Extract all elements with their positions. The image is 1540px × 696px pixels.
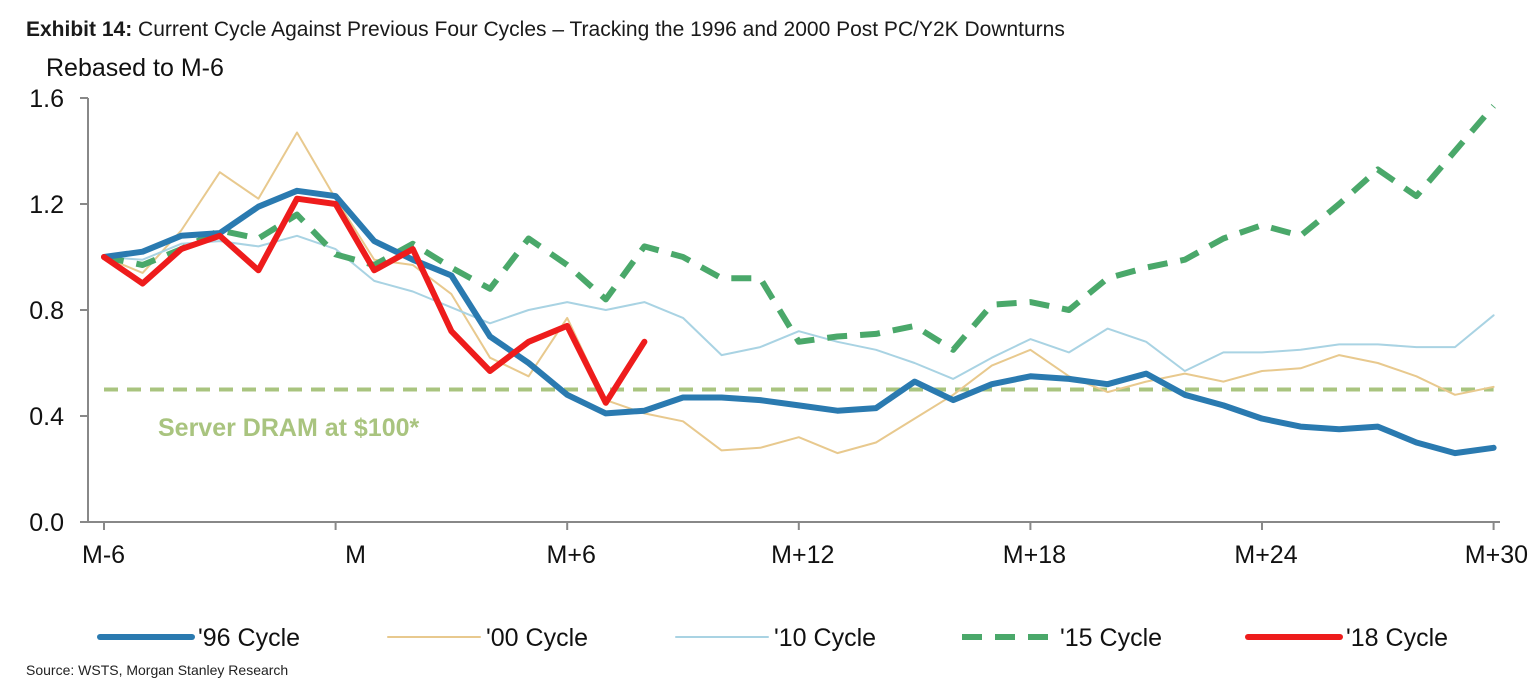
series-layer: [101, 104, 1497, 457]
y-tick-label: 0.8: [29, 297, 64, 325]
series-line-3: [103, 104, 1496, 353]
x-tick-label: M: [345, 541, 366, 569]
series-line-2: [103, 234, 1495, 380]
legend-label-2: '10 Cycle: [774, 624, 876, 652]
exhibit-title-text: Current Cycle Against Previous Four Cycl…: [138, 18, 1065, 41]
reference-layer: Server DRAM at $100*: [104, 387, 1494, 442]
legend-label-3: '15 Cycle: [1060, 624, 1162, 652]
series-line-0: [101, 187, 1497, 457]
y-tick-label: 0.0: [29, 509, 64, 537]
axis-layer: 0.0 0.4 0.8 1.2 1.6 M-6 M M+6 M+12 M+18 M+24 M+30: [29, 85, 1528, 569]
x-tick-label: M+30: [1465, 541, 1528, 569]
x-tick-label: M+6: [547, 541, 596, 569]
legend-label-1: '00 Cycle: [486, 624, 588, 652]
exhibit-title: Exhibit 14: Current Cycle Against Previo…: [26, 18, 1065, 42]
source-note: Source: WSTS, Morgan Stanley Research: [26, 662, 289, 678]
y-tick-label: 1.6: [29, 85, 64, 113]
legend-label-4: '18 Cycle: [1346, 624, 1448, 652]
x-tick-label: M+18: [1003, 541, 1066, 569]
exhibit-label: Exhibit 14:: [26, 18, 133, 41]
legend-label-0: '96 Cycle: [198, 624, 300, 652]
y-tick-label: 1.2: [29, 191, 64, 219]
x-tick-label: M-6: [82, 541, 125, 569]
y-axis-label: Rebased to M-6: [46, 54, 224, 82]
legend: '96 Cycle '00 Cycle '10 Cycle '15 Cycle '18 …: [97, 624, 1448, 652]
reference-line-label: Server DRAM at $100*: [158, 414, 420, 442]
series-line-4: [101, 195, 648, 406]
x-tick-label: M+24: [1234, 541, 1297, 569]
x-tick-label: M+12: [771, 541, 834, 569]
y-tick-label: 0.4: [29, 403, 64, 431]
